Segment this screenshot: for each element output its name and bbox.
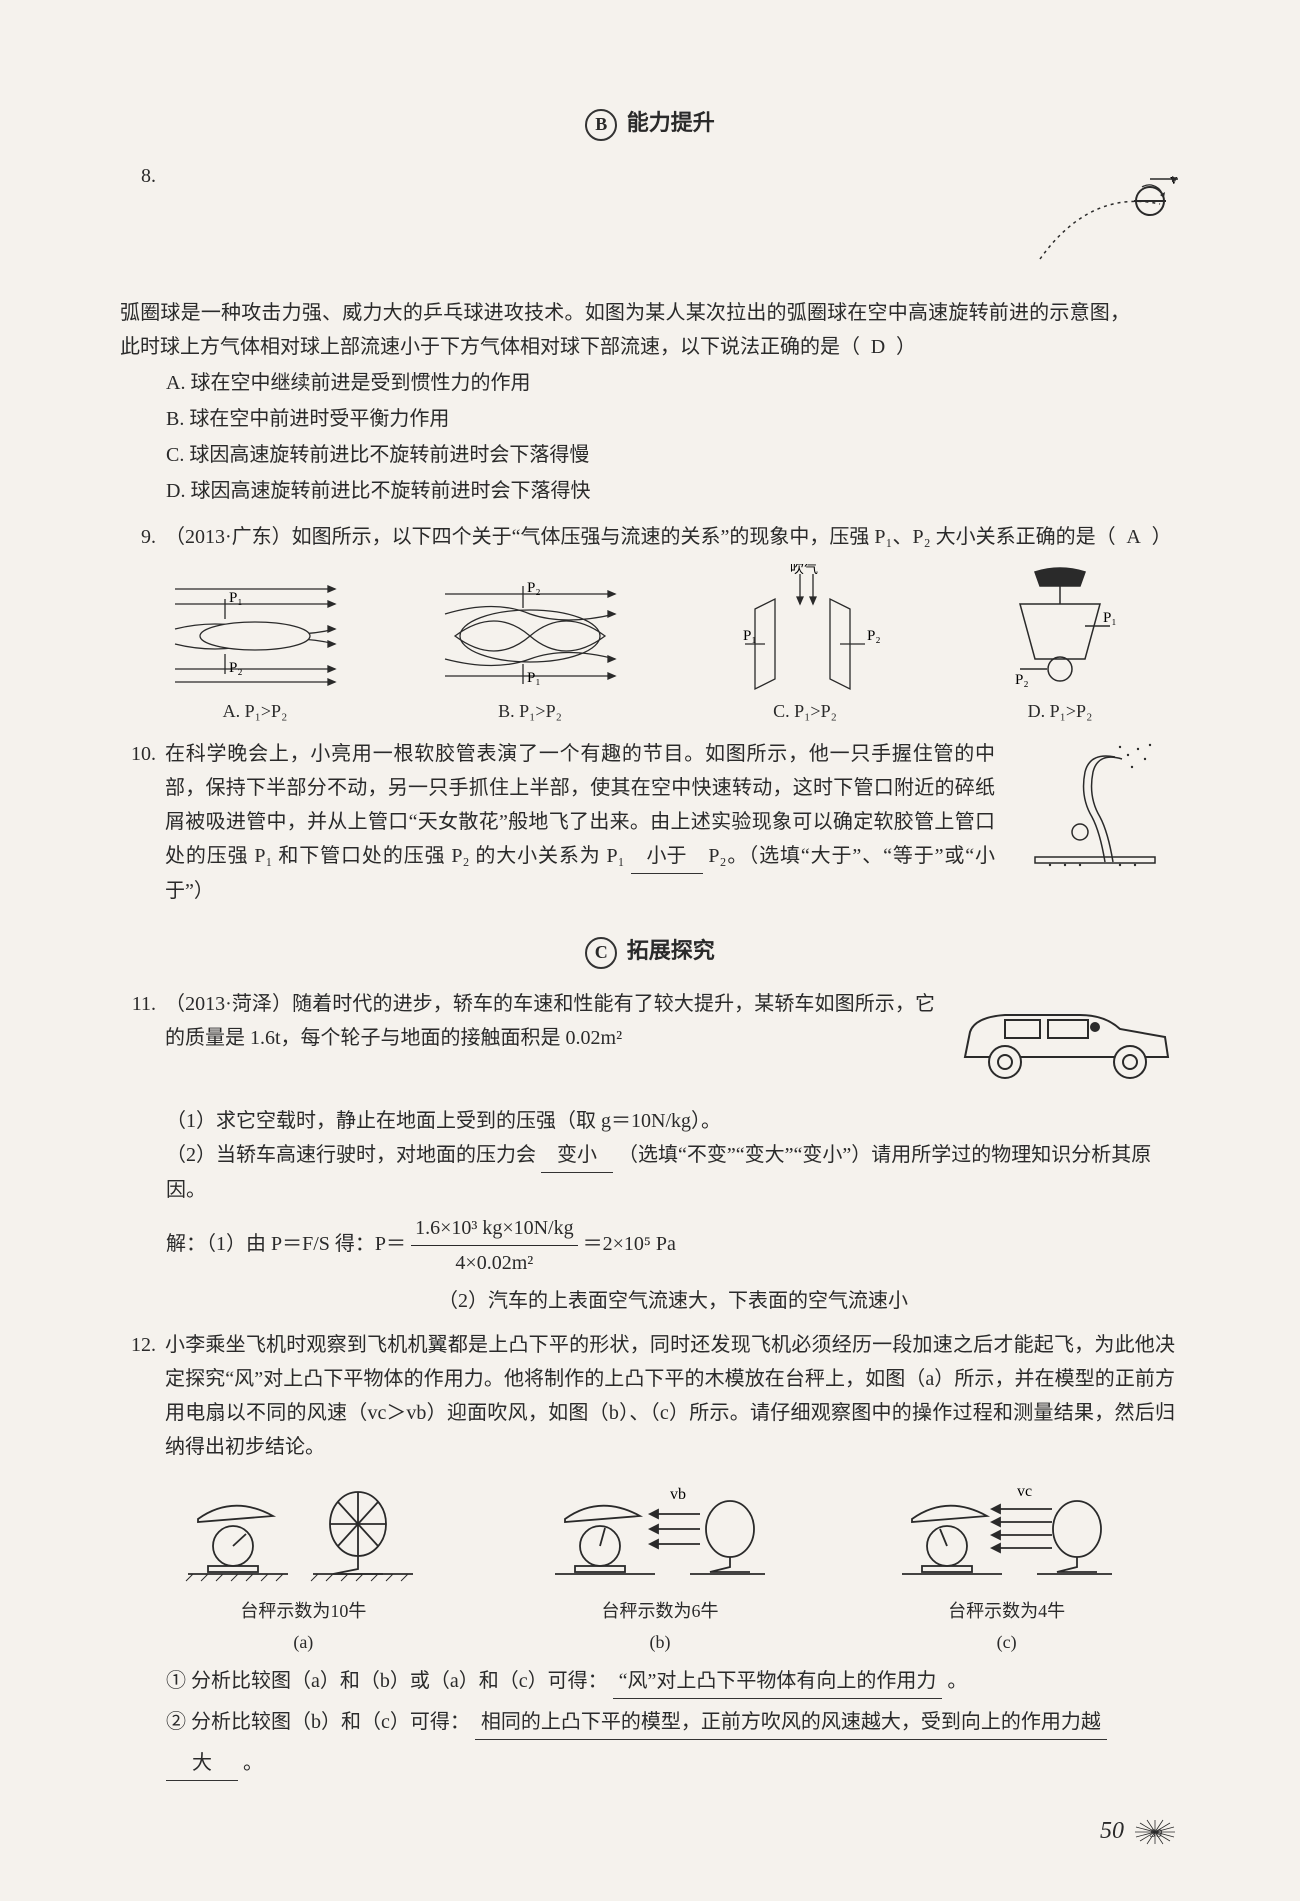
q11-blank: 变小 — [541, 1138, 613, 1173]
svg-text:P₂: P₂ — [1015, 672, 1029, 688]
q11-frac-bot: 4×0.02m² — [411, 1246, 578, 1280]
section-c-badge: C — [585, 937, 617, 969]
svg-text:P₁: P₁ — [1103, 610, 1117, 626]
question-10: 10. 在科学晚会上，小亮用一根软胶管表演了一个有趣的节目。如图所示，他一只手握… — [120, 737, 1180, 908]
section-c-header: C 拓展探究 — [120, 932, 1180, 969]
q12a-cap-top: 台秤示数为10牛 — [178, 1596, 428, 1627]
q9b-caption: B. P₁>P₂ — [498, 701, 562, 721]
question-9: 9. （2013·广东）如图所示，以下四个关于“气体压强与流速的关系”的现象中，… — [120, 520, 1180, 554]
q11-figure — [950, 987, 1180, 1098]
q12-c2-blank: 相同的上凸下平的模型，正前方吹风的风速越大，受到向上的作用力越 — [475, 1705, 1107, 1740]
svg-text:P₁: P₁ — [527, 670, 541, 686]
q12c-cap-bot: (c) — [892, 1627, 1122, 1658]
q12-c2-end: 。 — [243, 1752, 263, 1774]
q9c-caption: C. P₁>P₂ — [773, 701, 837, 721]
q9-fig-a: P₁ P₂ A. P₁>P₂ — [165, 564, 345, 727]
q9-answer: A — [1121, 520, 1147, 554]
q12-fig-a: 台秤示数为10牛 (a) — [178, 1474, 428, 1657]
q12b-cap-bot: (b) — [545, 1627, 775, 1658]
svg-text:P₂: P₂ — [527, 580, 541, 596]
q10-figure — [1010, 737, 1180, 898]
svg-text:50: 50 — [1150, 1826, 1162, 1840]
q11-sol2: （2）汽车的上表面空气流速大，下表面的空气流速小 — [166, 1284, 1180, 1318]
q12-stem: 小李乘坐飞机时观察到飞机机翼都是上凸下平的形状，同时还发现飞机必须经历一段加速之… — [165, 1334, 1175, 1458]
q10-blank: 小于 — [631, 839, 703, 874]
svg-text:vb: vb — [670, 1486, 686, 1503]
q8-close: ） — [896, 336, 916, 358]
q8-num: 8. — [120, 159, 156, 193]
q12-fig-c: vc 台秤示数为4牛 (c) — [892, 1474, 1122, 1657]
q9-stem: （2013·广东）如图所示，以下四个关于“气体压强与流速的关系”的现象中，压强 … — [165, 526, 1116, 548]
q11-sol1-eq: ＝2×10⁵ Pa — [583, 1233, 676, 1255]
q11-stem: （2013·菏泽）随着时代的进步，轿车的车速和性能有了较大提升，某轿车如图所示，… — [165, 993, 935, 1049]
q12-c2-cont: 大 — [166, 1746, 238, 1781]
q12-c1-end: 。 — [947, 1670, 967, 1692]
question-12: 12. 小李乘坐飞机时观察到飞机机翼都是上凸下平的形状，同时还发现飞机必须经历一… — [120, 1328, 1180, 1464]
q8-answer: D — [865, 330, 891, 364]
q8-opt-d: D. 球因高速旋转前进比不旋转前进时会下落得快 — [166, 474, 1180, 508]
q12-figures: 台秤示数为10牛 (a) vb 台秤示数为6牛 (b) — [120, 1474, 1180, 1657]
page-number: 50 50 — [120, 1811, 1180, 1852]
q9d-caption: D. P₁>P₂ — [1028, 701, 1093, 721]
q12c-cap-top: 台秤示数为4牛 — [892, 1596, 1122, 1627]
q10-num: 10. — [120, 737, 156, 771]
svg-text:P₁: P₁ — [229, 590, 243, 606]
q12-c1-blank: “风”对上凸下平物体有向上的作用力 — [613, 1664, 943, 1699]
q9-close: ） — [1152, 526, 1172, 548]
q9-fig-d: P₁ P₂ D. P₁>P₂ — [985, 564, 1135, 727]
q9-fig-c: P₁ P₂ 吹气 C. P₁>P₂ — [715, 564, 895, 727]
q11-frac-top: 1.6×10³ kg×10N/kg — [411, 1211, 578, 1246]
svg-text:P₂: P₂ — [867, 628, 881, 644]
q8-opt-c: C. 球因高速旋转前进比不旋转前进时会下落得慢 — [166, 438, 1180, 472]
question-8: v 8. 弧圈球是一种攻击力强、威力大的乒乓球进攻技术。如图为某人某次拉出的弧圈… — [120, 159, 1180, 510]
q8-opt-a: A. 球在空中继续前进是受到惯性力的作用 — [166, 366, 1180, 400]
section-b-header: B 能力提升 — [120, 104, 1180, 141]
q9-figures: P₁ P₂ A. P₁>P₂ P₂ P₁ B. P₁>P₂ — [120, 564, 1180, 727]
q11-num: 11. — [120, 987, 156, 1021]
section-b-title: 能力提升 — [627, 110, 715, 135]
svg-text:P₁: P₁ — [743, 628, 757, 644]
q8-opt-b: B. 球在空中前进时受平衡力作用 — [166, 402, 1180, 436]
q9a-caption: A. P₁>P₂ — [223, 701, 288, 721]
q8-stem: 弧圈球是一种攻击力强、威力大的乒乓球进攻技术。如图为某人某次拉出的弧圈球在空中高… — [120, 302, 1130, 358]
q12-num: 12. — [120, 1328, 156, 1362]
section-b-badge: B — [585, 109, 617, 141]
q12-fig-b: vb 台秤示数为6牛 (b) — [545, 1474, 775, 1657]
svg-text:P₂: P₂ — [229, 660, 243, 676]
q12-c2-label: ② 分析比较图（b）和（c）可得： — [166, 1711, 470, 1733]
q11-part2a: （2）当轿车高速行驶时，对地面的压力会 — [166, 1144, 536, 1166]
svg-text:vc: vc — [1017, 1483, 1032, 1500]
q11-part1: （1）求它空载时，静止在地面上受到的压强（取 g＝10N/kg）。 — [166, 1104, 1180, 1138]
q9-num: 9. — [120, 520, 156, 554]
q11-sol1-label: 解：（1）由 P＝F/S 得：P＝ — [166, 1233, 406, 1255]
question-11: 11. （2013·菏泽）随着时代的进步，轿车的车速和性能有了较大提升，某轿车如… — [120, 987, 1180, 1318]
q12a-cap-bot: (a) — [178, 1627, 428, 1658]
q12-conclusions: ① 分析比较图（a）和（b）或（a）和（c）可得： “风”对上凸下平物体有向上的… — [166, 1664, 1180, 1781]
q9-fig-b: P₂ P₁ B. P₁>P₂ — [435, 564, 625, 727]
section-c-title: 拓展探究 — [627, 938, 715, 963]
q12b-cap-top: 台秤示数为6牛 — [545, 1596, 775, 1627]
q12-c1-label: ① 分析比较图（a）和（b）或（a）和（c）可得： — [166, 1670, 608, 1692]
svg-text:吹气: 吹气 — [790, 564, 818, 577]
q8-figure: v — [1030, 159, 1180, 290]
